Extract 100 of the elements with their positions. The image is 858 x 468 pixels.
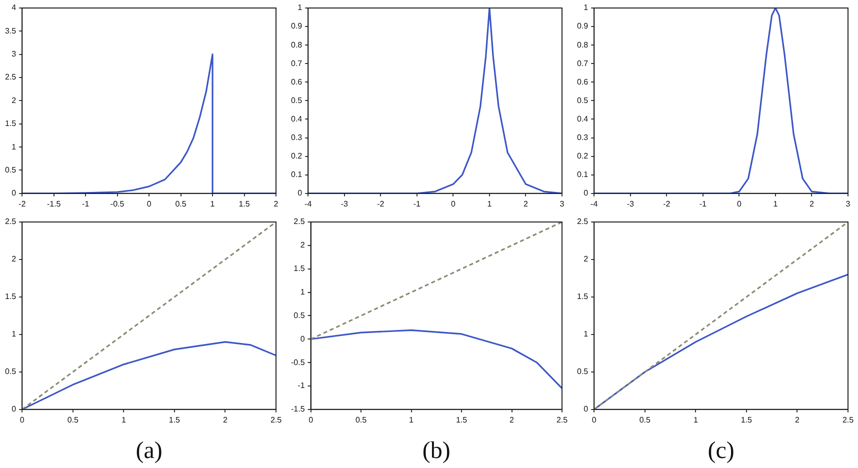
y-tick-label: 0.9 <box>290 22 303 31</box>
x-tick-label: -3 <box>340 199 348 208</box>
y-tick-label: 0.2 <box>576 152 589 161</box>
x-tick-label: 2 <box>810 199 815 208</box>
y-tick-label: 1 <box>12 330 17 339</box>
x-tick-label: -4 <box>304 199 312 208</box>
x-tick-label: 2 <box>510 415 515 424</box>
y-tick-label: 0.3 <box>290 132 303 142</box>
y-tick-label: 0.3 <box>576 132 589 142</box>
x-tick-label: -0.5 <box>110 199 125 208</box>
x-tick-label: 2 <box>223 415 228 424</box>
y-tick-label: 0.8 <box>290 40 303 50</box>
y-tick-label: 0.5 <box>294 310 306 320</box>
x-tick-label: -2 <box>18 199 26 208</box>
y-tick-label: 0 <box>12 404 17 414</box>
y-tick-label: 0.5 <box>576 96 589 105</box>
y-tick-label: 0.7 <box>290 58 303 68</box>
x-tick-label: -2 <box>663 199 671 208</box>
y-tick-label: 0.2 <box>290 152 303 161</box>
y-tick-label: 1 <box>298 3 303 12</box>
x-tick-label: 0.5 <box>639 415 652 424</box>
x-tick-label: 2 <box>795 415 800 424</box>
y-tick-label: 0.1 <box>290 170 303 180</box>
y-tick-label: 4 <box>12 3 17 12</box>
y-tick-label: 0.5 <box>290 96 303 105</box>
y-tick-label: 0.9 <box>576 22 589 31</box>
x-tick-label: 0 <box>146 199 152 208</box>
x-tick-label: 1.5 <box>456 415 468 424</box>
text: (a) <box>136 438 162 464</box>
y-tick-label: 1 <box>584 330 589 339</box>
x-tick-label: 1.5 <box>740 415 753 424</box>
y-tick-label: 1 <box>584 3 589 12</box>
x-tick-label: 0 <box>592 415 597 424</box>
y-tick-label: 1.5 <box>4 292 17 302</box>
y-tick-label: 0.1 <box>576 170 589 180</box>
y-tick-label: 3.5 <box>4 26 17 36</box>
y-tick-label: 2 <box>584 254 589 264</box>
y-tick-label: -1 <box>298 381 306 390</box>
x-tick-label: 0.5 <box>175 199 187 208</box>
y-tick-label: 1.5 <box>576 292 589 302</box>
y-tick-label: 2.5 <box>294 217 306 226</box>
x-tick-label: 0 <box>308 415 314 424</box>
x-tick-label: 3 <box>846 199 851 208</box>
y-tick-label: 0 <box>298 188 303 198</box>
x-tick-label: 1 <box>210 199 216 208</box>
y-tick-label: 0.4 <box>576 114 589 124</box>
y-tick-label: 0.6 <box>290 77 303 86</box>
x-tick-label: 1 <box>121 415 126 424</box>
x-tick-label: 0 <box>450 199 456 208</box>
text: (c) <box>708 438 734 464</box>
line-series <box>310 222 562 340</box>
y-tick-label: 0 <box>300 334 306 344</box>
y-tick-label: 2.5 <box>4 72 17 82</box>
y-tick-label: 2 <box>12 254 17 264</box>
y-tick-label: 2 <box>12 96 17 105</box>
text: (b) <box>422 438 450 464</box>
x-tick-label: 0.5 <box>67 415 80 424</box>
y-tick-label: 0 <box>12 188 17 198</box>
x-tick-label: 1 <box>409 415 414 424</box>
x-tick-label: 2.5 <box>270 415 282 424</box>
line-series <box>594 222 848 410</box>
y-tick-label: 0.4 <box>290 114 303 124</box>
y-tick-label: 1.5 <box>294 264 306 274</box>
x-tick-label: -1.5 <box>46 199 62 208</box>
x-tick-label: -1 <box>82 199 90 208</box>
y-tick-label: -1.5 <box>290 404 306 414</box>
x-tick-label: -1 <box>413 199 422 208</box>
x-tick-label: -3 <box>626 199 634 208</box>
y-tick-label: 3 <box>12 50 17 59</box>
y-tick-label: 0.6 <box>576 77 589 86</box>
y-tick-label: 2 <box>300 240 306 250</box>
x-tick-label: 0.5 <box>355 415 368 424</box>
x-tick-label: 1 <box>773 199 778 208</box>
x-tick-label: 1.5 <box>238 199 250 208</box>
y-tick-label: 1 <box>300 287 306 296</box>
x-tick-label: -2 <box>377 199 385 208</box>
y-tick-label: 0 <box>584 188 589 198</box>
y-tick-label: 0.5 <box>576 367 589 376</box>
x-tick-label: 2 <box>524 199 529 208</box>
x-tick-label: 3 <box>560 199 565 208</box>
y-tick-label: 1 <box>12 142 17 152</box>
y-tick-label: 0 <box>584 404 589 414</box>
y-tick-label: 0.8 <box>576 40 589 50</box>
x-tick-label: 2.5 <box>842 415 854 424</box>
y-tick-label: 0.5 <box>4 367 17 376</box>
line-series <box>22 222 276 410</box>
x-tick-label: -1 <box>699 199 708 208</box>
x-tick-label: 1 <box>693 415 698 424</box>
x-tick-label: 0 <box>20 415 25 424</box>
x-tick-label: 2 <box>274 199 279 208</box>
x-tick-label: 2.5 <box>556 415 568 424</box>
y-tick-label: 1.5 <box>4 119 17 128</box>
y-tick-label: -0.5 <box>290 358 306 367</box>
y-tick-label: 2.5 <box>576 217 589 226</box>
y-tick-label: 0.7 <box>576 58 589 68</box>
x-tick-label: 1 <box>487 199 492 208</box>
y-tick-label: 2.5 <box>4 217 17 226</box>
x-tick-label: 0 <box>736 199 742 208</box>
y-tick-label: 0.5 <box>4 165 17 174</box>
x-tick-label: -4 <box>590 199 598 208</box>
